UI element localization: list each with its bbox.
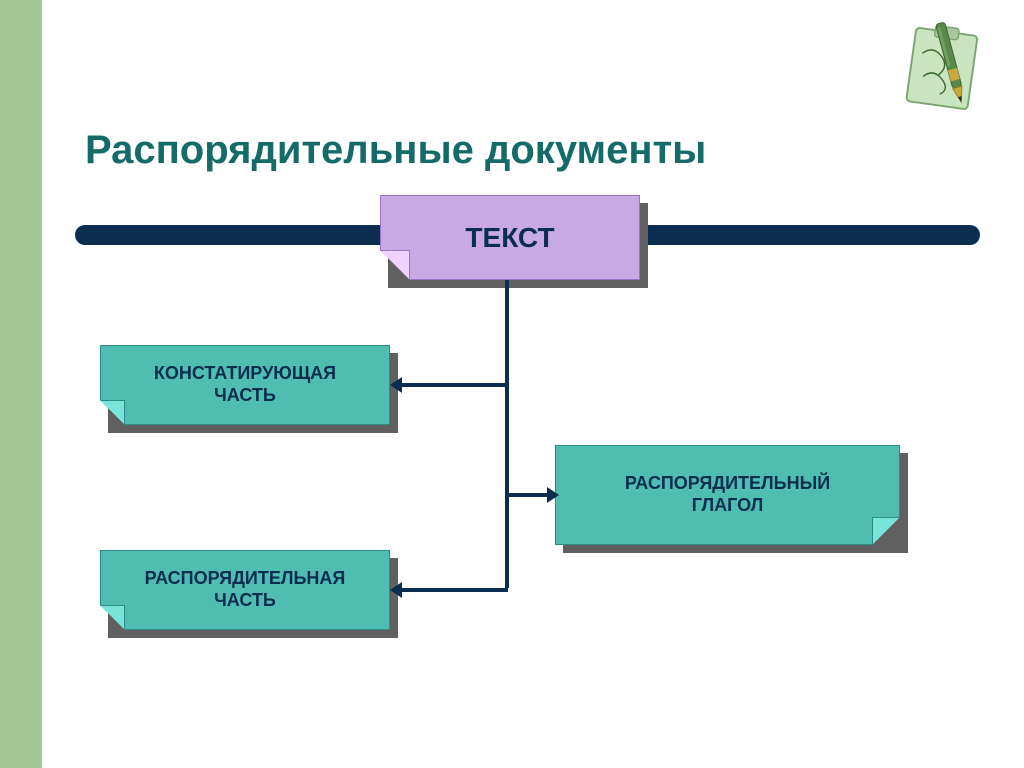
arrow-to-raspor	[400, 588, 508, 592]
box-label: РАСПОРЯДИТЕЛЬНАЯЧАСТЬ	[145, 568, 346, 611]
box-raspor: РАСПОРЯДИТЕЛЬНАЯЧАСТЬ	[100, 550, 390, 630]
arrow-to-konst	[400, 383, 508, 387]
box-label: КОНСТАТИРУЮЩАЯЧАСТЬ	[154, 363, 336, 406]
box-text: ТЕКСТ	[380, 195, 640, 280]
box-main: ТЕКСТ	[380, 195, 640, 280]
green-accent-block	[0, 0, 42, 108]
arrow-to-glagol	[509, 493, 549, 497]
clipboard-pen-icon	[894, 20, 989, 115]
box-main: РАСПОРЯДИТЕЛЬНАЯЧАСТЬ	[100, 550, 390, 630]
box-main: РАСПОРЯДИТЕЛЬНЫЙГЛАГОЛ	[555, 445, 900, 545]
box-glagol: РАСПОРЯДИТЕЛЬНЫЙГЛАГОЛ	[555, 445, 900, 545]
box-konst: КОНСТАТИРУЮЩАЯЧАСТЬ	[100, 345, 390, 425]
page-title: Распорядительные документы	[85, 128, 706, 173]
box-label: ТЕКСТ	[465, 221, 554, 255]
vertical-connector	[505, 280, 509, 588]
sidebar-stripe	[0, 0, 42, 768]
box-label: РАСПОРЯДИТЕЛЬНЫЙГЛАГОЛ	[625, 473, 830, 516]
box-main: КОНСТАТИРУЮЩАЯЧАСТЬ	[100, 345, 390, 425]
